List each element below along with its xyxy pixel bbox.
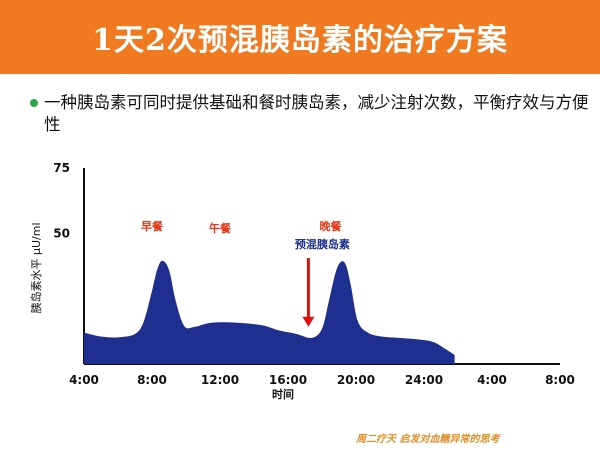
insulin-level-area xyxy=(84,260,455,364)
x-tick-label: 12:00 xyxy=(201,373,239,387)
injection-arrowhead xyxy=(302,316,315,327)
footnote: 周二疗天 启发对血糖异常的思考 xyxy=(356,434,500,445)
lunch-label: 午餐 xyxy=(209,221,232,235)
x-tick-label: 20:00 xyxy=(337,373,375,387)
insulin-chart: 胰岛素水平 μU/ml 时间 4:00 8:00 12:00 16:00 20:00 24… xyxy=(29,161,575,401)
y-axis-label: 胰岛素水平 μU/ml xyxy=(29,222,43,313)
dinner-label: 晚餐 xyxy=(320,219,343,233)
bullet-dot-icon xyxy=(30,99,38,107)
y-tick-label: 50 xyxy=(53,226,70,240)
x-tick-label: 8:00 xyxy=(545,373,575,387)
x-tick-label: 4:00 xyxy=(69,373,99,387)
x-tick-label: 4:00 xyxy=(477,373,507,387)
x-tick-label: 16:00 xyxy=(269,373,307,387)
breakfast-label: 早餐 xyxy=(141,219,164,233)
x-axis-label: 时间 xyxy=(272,387,294,401)
title-bar: 1天2次预混胰岛素的治疗方案 xyxy=(0,0,600,74)
x-tick-label: 24:00 xyxy=(405,373,443,387)
bullet-point: 一种胰岛素可同时提供基础和餐时胰岛素，减少注射次数，平衡疗效与方便性 xyxy=(30,92,590,136)
bullet-text: 一种胰岛素可同时提供基础和餐时胰岛素，减少注射次数，平衡疗效与方便性 xyxy=(44,93,589,134)
y-tick-label: 75 xyxy=(53,161,70,175)
page-title: 1天2次预混胰岛素的治疗方案 xyxy=(92,23,508,58)
x-tick-label: 8:00 xyxy=(137,373,167,387)
premix-insulin-label: 预混胰岛素 xyxy=(295,237,350,251)
